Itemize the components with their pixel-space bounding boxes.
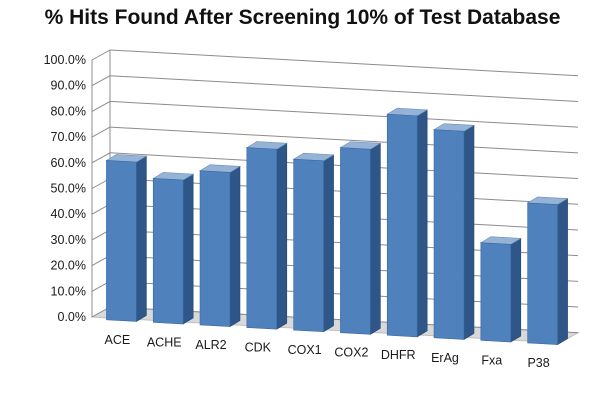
bar-front bbox=[386, 113, 418, 338]
gridline-side bbox=[91, 152, 111, 164]
gridline-side bbox=[91, 126, 111, 138]
gridline bbox=[109, 75, 579, 102]
x-tick-label: COX2 bbox=[334, 346, 368, 360]
x-tick-label: P38 bbox=[527, 356, 549, 370]
x-tick-label: ACHE bbox=[147, 335, 182, 349]
y-tick-label: 30.0% bbox=[51, 233, 86, 247]
gridline bbox=[109, 49, 579, 77]
chart-title: % Hits Found After Screening 10% of Test… bbox=[44, 6, 561, 29]
y-tick-label: 10.0% bbox=[51, 284, 86, 298]
bar-p38 bbox=[526, 196, 569, 346]
x-tick-label: DHFR bbox=[381, 348, 416, 362]
bar-ace bbox=[105, 154, 148, 322]
y-tick-label: 80.0% bbox=[51, 104, 86, 118]
bar-side bbox=[370, 142, 381, 335]
bar-side bbox=[229, 165, 241, 328]
bar-front bbox=[246, 147, 278, 330]
bar-front bbox=[340, 147, 371, 335]
gridline-side bbox=[91, 100, 111, 112]
bar-alr2 bbox=[199, 164, 241, 328]
y-tick-label: 20.0% bbox=[51, 259, 86, 273]
bar-side bbox=[463, 124, 475, 340]
bar-cox1 bbox=[292, 152, 335, 333]
bar-side bbox=[323, 154, 334, 333]
x-tick-label: Fxa bbox=[481, 353, 502, 367]
bar-side bbox=[136, 155, 147, 322]
bar-cox2 bbox=[339, 141, 382, 335]
bar-fxa bbox=[479, 236, 522, 343]
y-tick-label: 50.0% bbox=[51, 182, 86, 196]
y-tick-label: 100.0% bbox=[44, 53, 86, 67]
y-tick-label: 40.0% bbox=[51, 207, 86, 221]
gridline-side bbox=[91, 75, 111, 87]
bar-erag bbox=[433, 123, 475, 340]
bar-front bbox=[152, 178, 184, 325]
bar-front bbox=[527, 202, 558, 345]
bar-front bbox=[293, 158, 324, 333]
x-tick-label: COX1 bbox=[288, 343, 322, 357]
bar-side bbox=[276, 142, 288, 330]
x-tick-label: ErAg bbox=[431, 351, 459, 365]
x-tick-label: CDK bbox=[245, 341, 272, 355]
bar-front bbox=[433, 129, 465, 340]
y-tick-label: 60.0% bbox=[51, 156, 86, 170]
gridline-side bbox=[91, 49, 111, 61]
x-tick-label: ALR2 bbox=[195, 338, 226, 352]
bar-side bbox=[182, 173, 194, 325]
bar-cdk bbox=[245, 141, 288, 330]
bar-side bbox=[557, 198, 568, 346]
bar-front bbox=[106, 160, 137, 322]
bar-side bbox=[510, 237, 522, 343]
bar-ache bbox=[152, 172, 195, 325]
x-tick-label: ACE bbox=[105, 333, 131, 347]
bar-front bbox=[480, 242, 512, 343]
bar-dhfr bbox=[386, 107, 429, 338]
y-tick-label: 0.0% bbox=[58, 310, 87, 324]
y-tick-label: 70.0% bbox=[51, 130, 86, 144]
y-tick-label: 90.0% bbox=[51, 79, 86, 93]
gridline bbox=[109, 100, 579, 128]
bar-side bbox=[416, 109, 428, 338]
bar-front bbox=[199, 170, 231, 327]
gridline bbox=[109, 126, 579, 154]
